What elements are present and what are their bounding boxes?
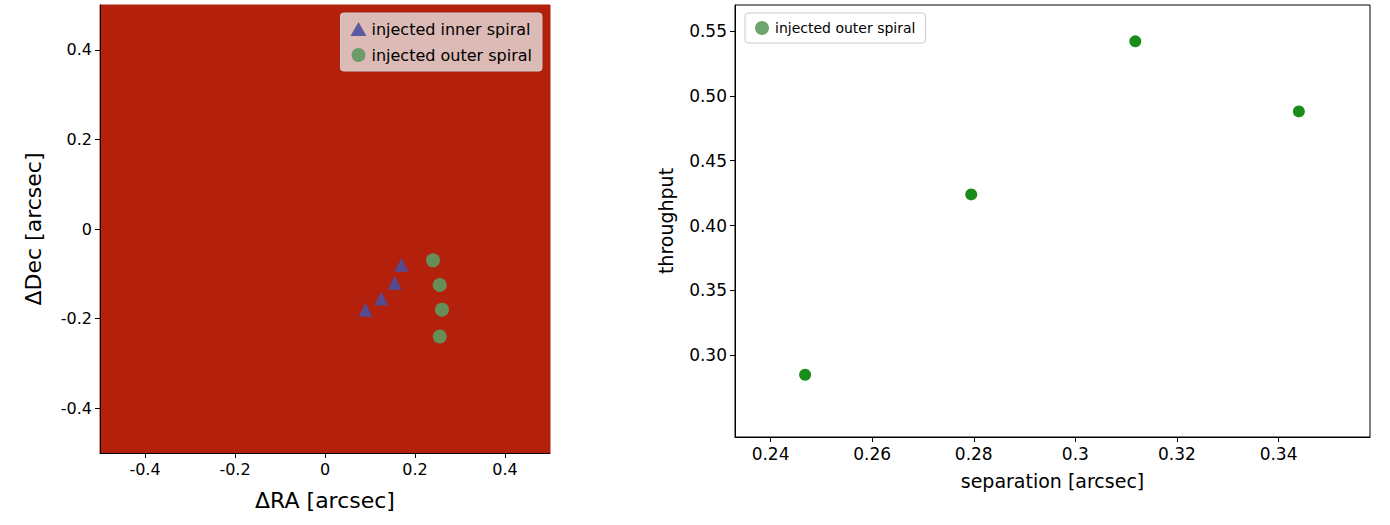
svg-text:-0.2: -0.2 <box>219 460 250 479</box>
svg-text:ΔRA [arcsec]: ΔRA [arcsec] <box>255 488 395 513</box>
svg-text:injected outer spiral: injected outer spiral <box>371 46 532 65</box>
svg-text:0.55: 0.55 <box>689 21 727 41</box>
svg-text:0.34: 0.34 <box>1260 444 1298 464</box>
svg-text:-0.4: -0.4 <box>129 460 160 479</box>
svg-text:0.3: 0.3 <box>1062 444 1089 464</box>
svg-text:injected inner spiral: injected inner spiral <box>371 20 530 39</box>
svg-text:0: 0 <box>82 220 92 239</box>
svg-text:-0.2: -0.2 <box>61 309 92 328</box>
svg-text:0.35: 0.35 <box>689 280 727 300</box>
svg-text:0.4: 0.4 <box>67 40 92 59</box>
svg-text:0.32: 0.32 <box>1158 444 1196 464</box>
svg-text:0.45: 0.45 <box>689 151 727 171</box>
svg-text:throughput: throughput <box>655 168 677 274</box>
svg-text:0: 0 <box>320 460 330 479</box>
svg-text:0.2: 0.2 <box>67 130 92 149</box>
svg-text:separation [arcsec]: separation [arcsec] <box>961 470 1145 492</box>
svg-text:0.50: 0.50 <box>689 86 727 106</box>
svg-text:0.26: 0.26 <box>853 444 891 464</box>
svg-text:injected outer spiral: injected outer spiral <box>775 20 915 36</box>
svg-text:ΔDec [arcsec]: ΔDec [arcsec] <box>21 152 46 305</box>
svg-text:0.40: 0.40 <box>689 216 727 236</box>
svg-text:0.24: 0.24 <box>752 444 790 464</box>
svg-text:0.4: 0.4 <box>492 460 517 479</box>
svg-text:0.28: 0.28 <box>955 444 993 464</box>
svg-text:0.30: 0.30 <box>689 345 727 365</box>
svg-text:0.2: 0.2 <box>402 460 427 479</box>
svg-text:-0.4: -0.4 <box>61 399 92 418</box>
